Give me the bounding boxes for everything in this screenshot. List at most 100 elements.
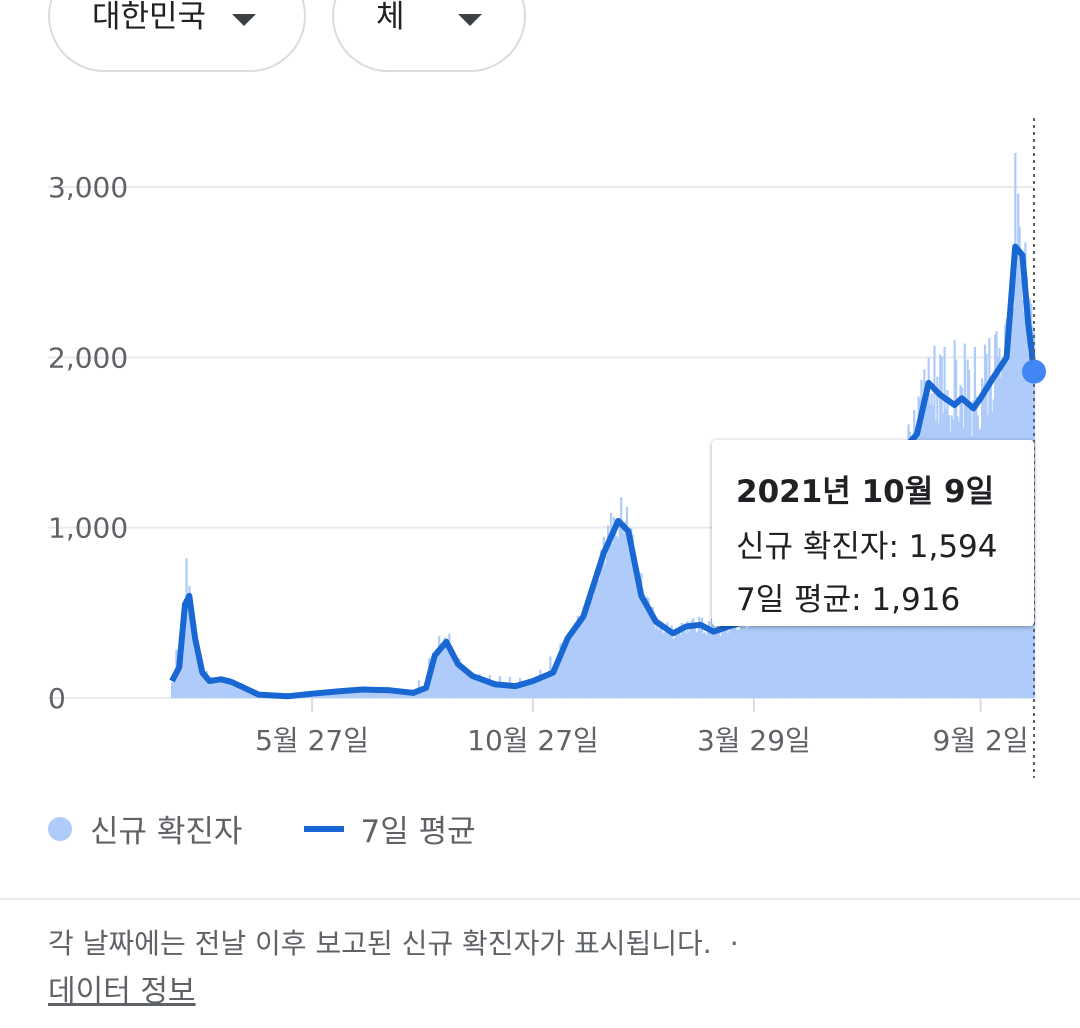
daily-case-bar <box>581 621 584 698</box>
daily-case-bar <box>676 634 679 698</box>
daily-case-bar <box>683 625 686 698</box>
daily-case-bar <box>751 616 754 698</box>
daily-case-bar <box>370 688 373 698</box>
daily-case-bar <box>207 678 210 698</box>
daily-case-bar <box>485 682 488 698</box>
daily-case-bar <box>537 675 540 698</box>
daily-case-bar <box>882 571 886 698</box>
daily-case-bar <box>849 608 852 698</box>
daily-case-bar <box>657 630 660 698</box>
daily-case-bar <box>530 681 533 698</box>
cases-chart[interactable]: 0 1,000 2,000 3,000 5월 27일 10월 27일 3월 29일 9월 2… <box>0 0 1080 790</box>
daily-case-bar <box>454 660 457 698</box>
daily-case-bar <box>230 683 233 698</box>
daily-case-bar <box>477 676 480 698</box>
section-divider <box>0 898 1080 900</box>
daily-case-bar <box>501 685 504 698</box>
daily-case-bar <box>614 519 617 698</box>
daily-case-bar <box>402 692 405 698</box>
daily-case-bar <box>698 616 701 698</box>
daily-case-bar <box>546 675 549 698</box>
daily-case-bar <box>764 604 767 698</box>
daily-case-bar <box>845 611 848 698</box>
daily-case-bar <box>547 670 551 698</box>
daily-case-bar <box>801 591 805 698</box>
daily-case-bar <box>814 587 818 698</box>
daily-case-bar <box>864 594 867 698</box>
daily-case-bar <box>361 690 364 698</box>
daily-case-bar <box>518 677 522 698</box>
daily-case-bar <box>1014 152 1017 698</box>
x-axis-ticks: 5월 27일 10월 27일 3월 29일 9월 2일 <box>255 698 1029 757</box>
daily-case-bar <box>529 678 532 698</box>
daily-case-bar <box>241 688 244 698</box>
daily-case-bar <box>544 676 548 698</box>
daily-case-bar <box>826 604 829 698</box>
daily-case-bar <box>520 684 523 698</box>
region-filter-dropdown[interactable]: 대한민국 <box>48 0 306 72</box>
daily-case-bar <box>465 673 468 698</box>
daily-case-bar <box>767 619 770 698</box>
daily-case-bar <box>461 664 464 698</box>
daily-case-bar <box>566 638 569 698</box>
daily-case-bar <box>198 660 201 698</box>
daily-case-bar <box>432 661 435 698</box>
tooltip-seven-day-average: 7일 평균: 1,916 <box>736 582 961 618</box>
daily-case-bar <box>192 628 195 698</box>
daily-case-bar <box>550 675 553 698</box>
daily-case-bar <box>693 625 696 698</box>
daily-case-bar <box>186 608 190 698</box>
daily-case-bar <box>347 689 350 698</box>
daily-case-bar <box>885 576 888 698</box>
daily-case-bar <box>706 631 709 698</box>
daily-case-bar <box>383 690 386 698</box>
legend-average-label: 7일 평균 <box>360 814 476 850</box>
daily-case-bar <box>653 614 656 698</box>
daily-case-bar <box>716 622 719 698</box>
daily-case-bar <box>641 604 644 698</box>
daily-case-bar <box>810 607 813 698</box>
x-tick-label: 3월 29일 <box>697 724 811 757</box>
daily-case-bar <box>771 597 774 698</box>
daily-case-bar <box>540 675 543 698</box>
daily-case-bar <box>853 611 857 698</box>
daily-case-bar <box>573 623 577 698</box>
daily-case-bar <box>368 688 372 698</box>
daily-case-bar <box>582 607 585 698</box>
daily-case-bar <box>348 691 351 698</box>
daily-case-bar <box>425 686 428 698</box>
daily-case-bar <box>689 628 692 698</box>
daily-case-bar <box>702 633 705 698</box>
daily-case-bar <box>248 690 252 698</box>
daily-case-bar <box>399 690 402 698</box>
daily-case-bar <box>420 690 423 698</box>
daily-case-bar <box>877 601 880 698</box>
daily-case-bar <box>888 564 891 698</box>
daily-case-bar <box>400 691 403 698</box>
daily-case-bar <box>599 549 603 698</box>
daily-case-bar <box>487 681 490 698</box>
daily-case-bar <box>640 573 643 698</box>
daily-case-bar <box>562 652 565 698</box>
daily-case-bar <box>459 665 462 698</box>
daily-case-bar <box>822 593 825 698</box>
daily-case-bar <box>560 653 564 698</box>
daily-case-bar <box>446 639 449 698</box>
daily-case-bar <box>527 683 530 698</box>
daily-case-bar <box>708 621 711 698</box>
daily-case-bar <box>390 691 393 698</box>
daily-case-bar <box>705 634 708 698</box>
daily-case-bar <box>807 606 810 698</box>
daily-case-bar <box>829 591 832 698</box>
selected-point-marker[interactable] <box>1022 359 1046 384</box>
daily-case-bar <box>430 661 434 698</box>
daily-case-bar <box>647 598 650 698</box>
daily-case-bar <box>220 680 223 698</box>
y-tick-label: 3,000 <box>48 171 128 204</box>
daily-case-bar <box>436 656 439 698</box>
daily-case-bar <box>725 619 728 698</box>
daily-case-bar <box>709 627 712 698</box>
daily-case-bar <box>690 620 693 698</box>
data-info-link[interactable]: 데이터 정보 <box>48 974 196 1009</box>
daily-case-bar <box>443 637 447 698</box>
